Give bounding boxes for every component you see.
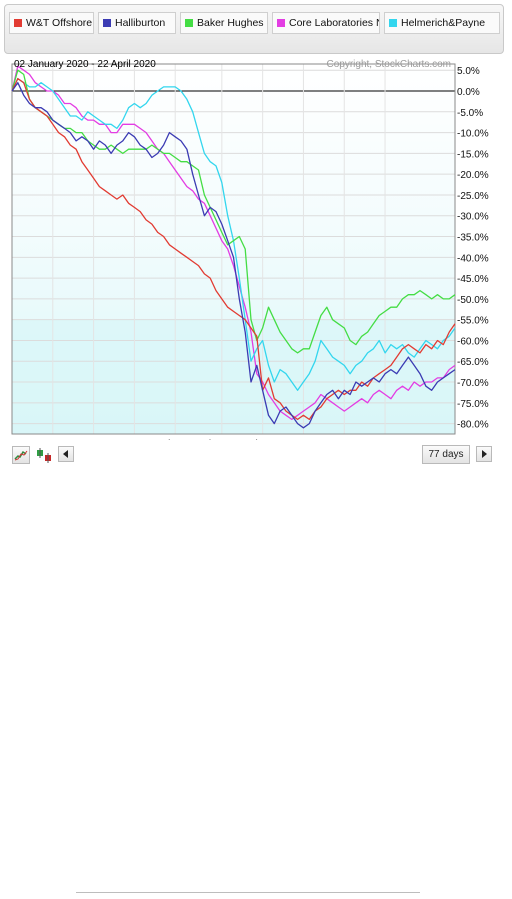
days-range-button[interactable]: 77 days [422, 445, 470, 464]
x-tick-month-label: Jan [116, 439, 132, 440]
x-tick-month-label: Jan [75, 439, 91, 440]
days-range-label: 77 days [428, 449, 464, 460]
right-triangle-icon [482, 450, 487, 458]
legend-label: Core Laboratories N [289, 17, 380, 29]
x-tick-day-label: 13 [57, 439, 69, 440]
x-tick-month-label: Feb [156, 439, 174, 440]
x-tick-day-label: 24 [348, 439, 360, 440]
legend-swatch [389, 19, 397, 27]
y-tick-label: -25.0% [457, 191, 489, 202]
y-tick-label: -30.0% [457, 212, 489, 223]
legend-swatch [277, 19, 285, 27]
series-line [11, 69, 456, 354]
y-tick-label: -40.0% [457, 253, 489, 264]
y-tick-label: -80.0% [457, 420, 489, 431]
x-tick-month-label: Apr [407, 439, 423, 440]
x-tick-month-label: Mar [325, 439, 343, 440]
y-tick-label: -10.0% [457, 129, 489, 140]
shaded-region [12, 319, 455, 434]
legend-swatch [185, 19, 193, 27]
legend-item[interactable]: Baker Hughes [180, 12, 268, 34]
x-tick-day-label: 02 [16, 439, 28, 440]
legend-label: Helmerich&Payne [401, 17, 486, 29]
legend-item[interactable]: W&T Offshore [9, 12, 94, 34]
legend-item[interactable]: Halliburton [98, 12, 176, 34]
line-chart-type-button[interactable] [12, 446, 30, 464]
scrollbar-track-line [76, 892, 420, 893]
date-range-label: 02 January 2020 - 22 April 2020 [14, 59, 156, 70]
x-tick-day-label: 03 [138, 439, 150, 440]
y-tick-label: -75.0% [457, 399, 489, 410]
x-tick-month-label: Feb [244, 439, 262, 440]
x-tick-month-label: Mar [366, 439, 384, 440]
date-scrollbar[interactable] [76, 887, 420, 899]
legend-label: Baker Hughes [197, 17, 264, 29]
x-tick-day-label: 02 [389, 439, 401, 440]
y-tick-label: -50.0% [457, 295, 489, 306]
y-tick-label: -45.0% [457, 274, 489, 285]
legend: W&T Offshore Halliburton Baker Hughes Core … [9, 12, 500, 34]
legend-item[interactable]: Core Laboratories N [272, 12, 380, 34]
y-tick-label: -65.0% [457, 357, 489, 368]
bar-chart-icon [37, 448, 51, 463]
legend-bar: W&T Offshore Halliburton Baker Hughes Core … [4, 4, 504, 54]
y-tick-label: 0.0% [457, 87, 480, 98]
series-line [11, 82, 456, 429]
y-tick-label: -35.0% [457, 233, 489, 244]
legend-swatch [103, 19, 111, 27]
legend-label: Halliburton [115, 17, 166, 29]
x-tick-day-label: 04 [267, 439, 279, 440]
x-tick-day-label: 12 [179, 439, 191, 440]
y-tick-label: -60.0% [457, 336, 489, 347]
chart-footer: 77 days [0, 440, 512, 893]
x-tick-day-label: 24 [226, 439, 238, 440]
copyright-label: Copyright, StockCharts.com [327, 59, 452, 70]
series-line [11, 65, 456, 421]
x-tick-day-label: 23 [98, 439, 110, 440]
x-tick-day-label: 13 [307, 439, 319, 440]
y-tick-label: -20.0% [457, 170, 489, 181]
series-line [11, 77, 456, 421]
scroll-left-button[interactable] [58, 446, 74, 462]
legend-swatch [14, 19, 22, 27]
y-tick-label: -70.0% [457, 378, 489, 389]
x-tick-month-label: Feb [197, 439, 215, 440]
y-tick-label: 5.0% [457, 66, 480, 77]
scroll-right-button[interactable] [476, 446, 492, 462]
legend-label: W&T Offshore [26, 17, 93, 29]
line-chart: 5.0% 0.0% -5.0% -10.0% -15.0% -20.0% -25.0% -30… [11, 59, 489, 440]
legend-item[interactable]: Helmerich&Payne [384, 12, 500, 34]
y-tick-label: -55.0% [457, 316, 489, 327]
y-tick-label: -5.0% [457, 108, 483, 119]
line-chart-icon [14, 450, 28, 461]
bar-chart-type-button[interactable] [34, 446, 54, 464]
plot-border [11, 63, 456, 435]
x-tick-month-label: Jan [34, 439, 50, 440]
left-triangle-icon [63, 450, 68, 458]
y-tick-label: -15.0% [457, 149, 489, 160]
x-tick-month-label: Mar [285, 439, 303, 440]
